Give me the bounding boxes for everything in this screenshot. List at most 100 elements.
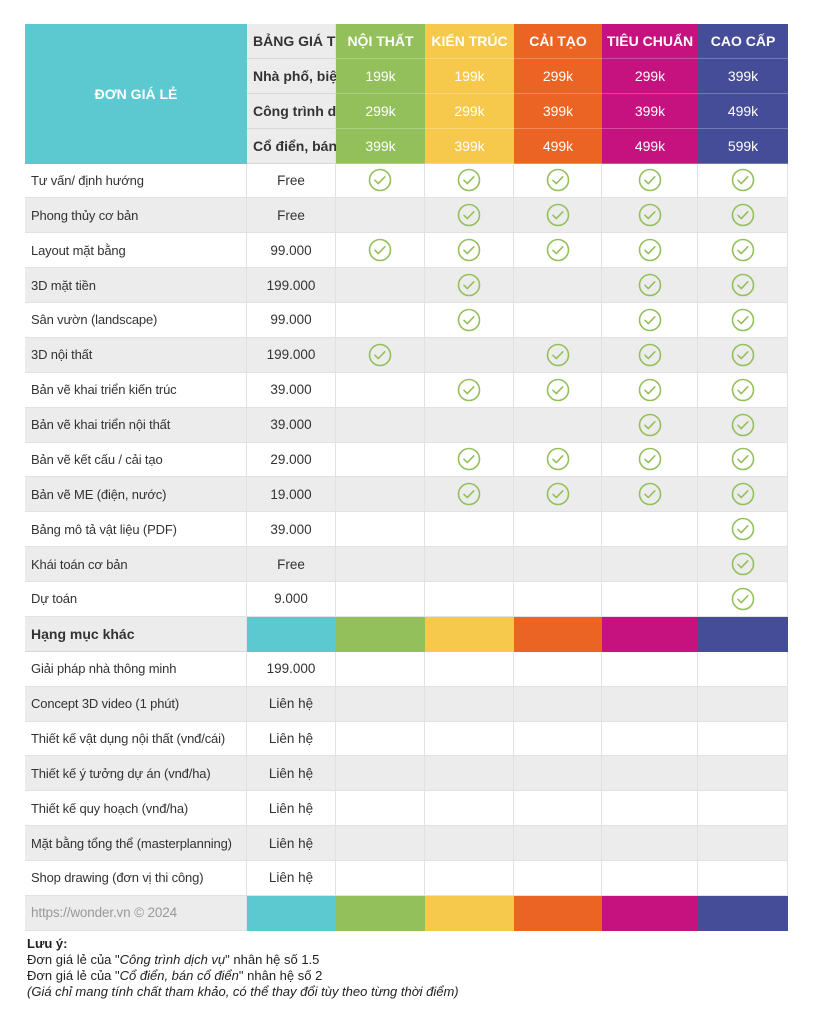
included-cell	[698, 582, 788, 617]
footer-color-bar	[425, 895, 514, 931]
item-unit-price: Free	[247, 198, 336, 234]
check-circle-icon	[638, 482, 662, 506]
other-item-label: Thiết kế vật dụng nội thất (vnđ/cái)	[25, 721, 247, 757]
empty-cell	[602, 547, 698, 582]
empty-cell	[514, 721, 602, 757]
package-price: 199k	[336, 58, 425, 94]
empty-cell	[602, 791, 698, 827]
check-circle-icon	[368, 168, 392, 192]
check-circle-icon	[546, 447, 570, 471]
empty-cell	[602, 826, 698, 861]
empty-cell	[514, 756, 602, 792]
section-color-bar	[247, 616, 336, 652]
check-circle-icon	[368, 238, 392, 262]
check-circle-icon	[546, 238, 570, 262]
item-label: Phong thủy cơ bản	[25, 198, 247, 234]
check-circle-icon	[457, 168, 481, 192]
note-text: Đơn giá lẻ của "	[27, 968, 120, 983]
empty-cell	[336, 372, 425, 408]
item-label: Layout mặt bằng	[25, 233, 247, 269]
included-cell	[602, 198, 698, 234]
check-circle-icon	[731, 517, 755, 541]
item-unit-price: 99.000	[247, 233, 336, 269]
check-circle-icon	[546, 343, 570, 367]
item-unit-price: 39.000	[247, 407, 336, 443]
other-item-price: Liên hệ	[247, 686, 336, 722]
empty-cell	[602, 756, 698, 792]
included-cell	[602, 442, 698, 478]
other-item-price: Liên hệ	[247, 861, 336, 896]
included-cell	[514, 372, 602, 408]
included-cell	[698, 198, 788, 234]
item-label: Bản vẽ kết cấu / cải tạo	[25, 442, 247, 478]
empty-cell	[698, 721, 788, 757]
other-section-title: Hạng mục khác	[25, 616, 247, 652]
footer-url: https://wonder.vn © 2024	[25, 895, 247, 931]
check-circle-icon	[731, 552, 755, 576]
item-unit-price: Free	[247, 547, 336, 582]
empty-cell	[602, 512, 698, 548]
empty-cell	[425, 547, 514, 582]
footer-color-bar	[336, 895, 425, 931]
empty-cell	[602, 582, 698, 617]
empty-cell	[698, 826, 788, 861]
item-unit-price: Free	[247, 163, 336, 199]
included-cell	[336, 337, 425, 373]
included-cell	[514, 477, 602, 513]
empty-cell	[336, 442, 425, 478]
package-header: NỘI THẤT	[336, 24, 425, 59]
item-unit-price: 39.000	[247, 512, 336, 548]
unit-price-header: ĐƠN GIÁ LẺ	[25, 24, 247, 164]
section-color-bar	[698, 616, 788, 652]
empty-cell	[336, 756, 425, 792]
check-circle-icon	[731, 238, 755, 262]
item-unit-price: 39.000	[247, 372, 336, 408]
empty-cell	[425, 407, 514, 443]
included-cell	[514, 337, 602, 373]
included-cell	[425, 268, 514, 303]
check-circle-icon	[638, 203, 662, 227]
check-circle-icon	[731, 203, 755, 227]
empty-cell	[336, 512, 425, 548]
empty-cell	[602, 651, 698, 687]
included-cell	[602, 233, 698, 269]
included-cell	[425, 163, 514, 199]
included-cell	[602, 407, 698, 443]
check-circle-icon	[638, 413, 662, 437]
note-emphasis: Cổ điển, bán cổ điển	[119, 968, 239, 983]
check-circle-icon	[638, 273, 662, 297]
section-color-bar	[514, 616, 602, 652]
empty-cell	[425, 756, 514, 792]
included-cell	[602, 303, 698, 338]
empty-cell	[514, 512, 602, 548]
package-price: 299k	[602, 58, 698, 94]
item-label: 3D nội thất	[25, 337, 247, 373]
check-circle-icon	[638, 447, 662, 471]
check-circle-icon	[457, 203, 481, 227]
pricing-table: BẢNG GIÁ THIẾT KẾ (VND/m²)ĐƠN GIÁ LẺ NỘI …	[25, 24, 788, 931]
check-circle-icon	[638, 378, 662, 402]
empty-cell	[514, 582, 602, 617]
item-label: 3D mặt tiền	[25, 268, 247, 303]
check-circle-icon	[457, 238, 481, 262]
other-item-label: Giải pháp nhà thông minh	[25, 651, 247, 687]
package-header: CAO CẤP	[698, 24, 788, 59]
empty-cell	[336, 407, 425, 443]
note-disclaimer: (Giá chỉ mang tính chất tham khảo, có th…	[27, 984, 459, 999]
price-row-label: Cổ điển, bán cổ điển	[247, 128, 390, 164]
included-cell	[698, 268, 788, 303]
package-header: KIẾN TRÚC	[425, 24, 514, 59]
package-price: 599k	[698, 128, 788, 164]
included-cell	[425, 477, 514, 513]
included-cell	[698, 337, 788, 373]
package-price: 299k	[425, 93, 514, 129]
included-cell	[336, 233, 425, 269]
empty-cell	[514, 686, 602, 722]
empty-cell	[336, 198, 425, 234]
empty-cell	[514, 651, 602, 687]
check-circle-icon	[638, 238, 662, 262]
note-text: " nhân hệ số 1.5	[225, 952, 320, 967]
check-circle-icon	[546, 168, 570, 192]
package-price: 299k	[514, 58, 602, 94]
package-price: 399k	[336, 128, 425, 164]
